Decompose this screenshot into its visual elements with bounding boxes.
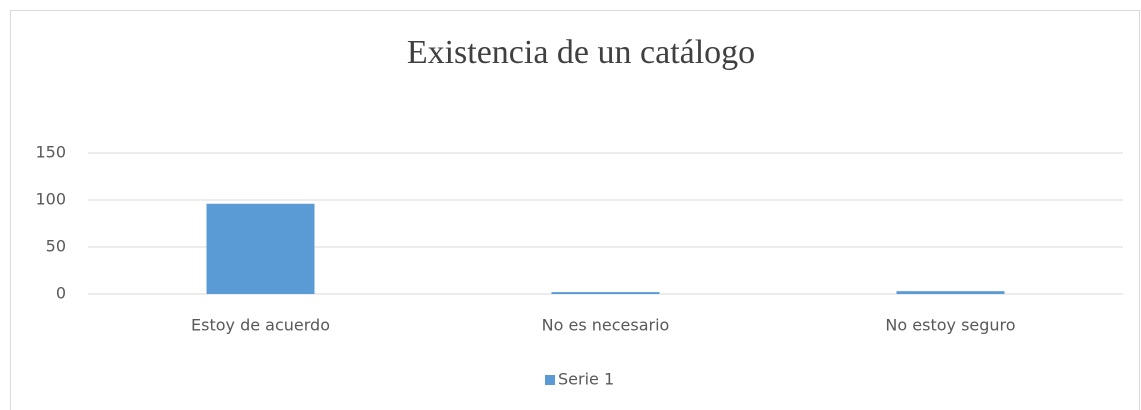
- legend-label: Serie 1: [558, 370, 614, 389]
- x-tick-label: No es necesario: [542, 316, 670, 335]
- x-tick-label: No estoy seguro: [885, 316, 1015, 335]
- y-tick-label: 150: [35, 143, 66, 162]
- y-tick-label: 50: [46, 237, 66, 256]
- chart-frame: [10, 10, 1140, 410]
- bar: [206, 203, 315, 294]
- x-tick-label: Estoy de acuerdo: [191, 316, 330, 335]
- y-tick-label: 0: [56, 284, 66, 303]
- legend-swatch: [545, 375, 555, 385]
- bar: [551, 292, 660, 294]
- chart-title: Existencia de un catálogo: [407, 34, 755, 71]
- y-tick-label: 100: [35, 190, 66, 209]
- bar: [896, 291, 1005, 294]
